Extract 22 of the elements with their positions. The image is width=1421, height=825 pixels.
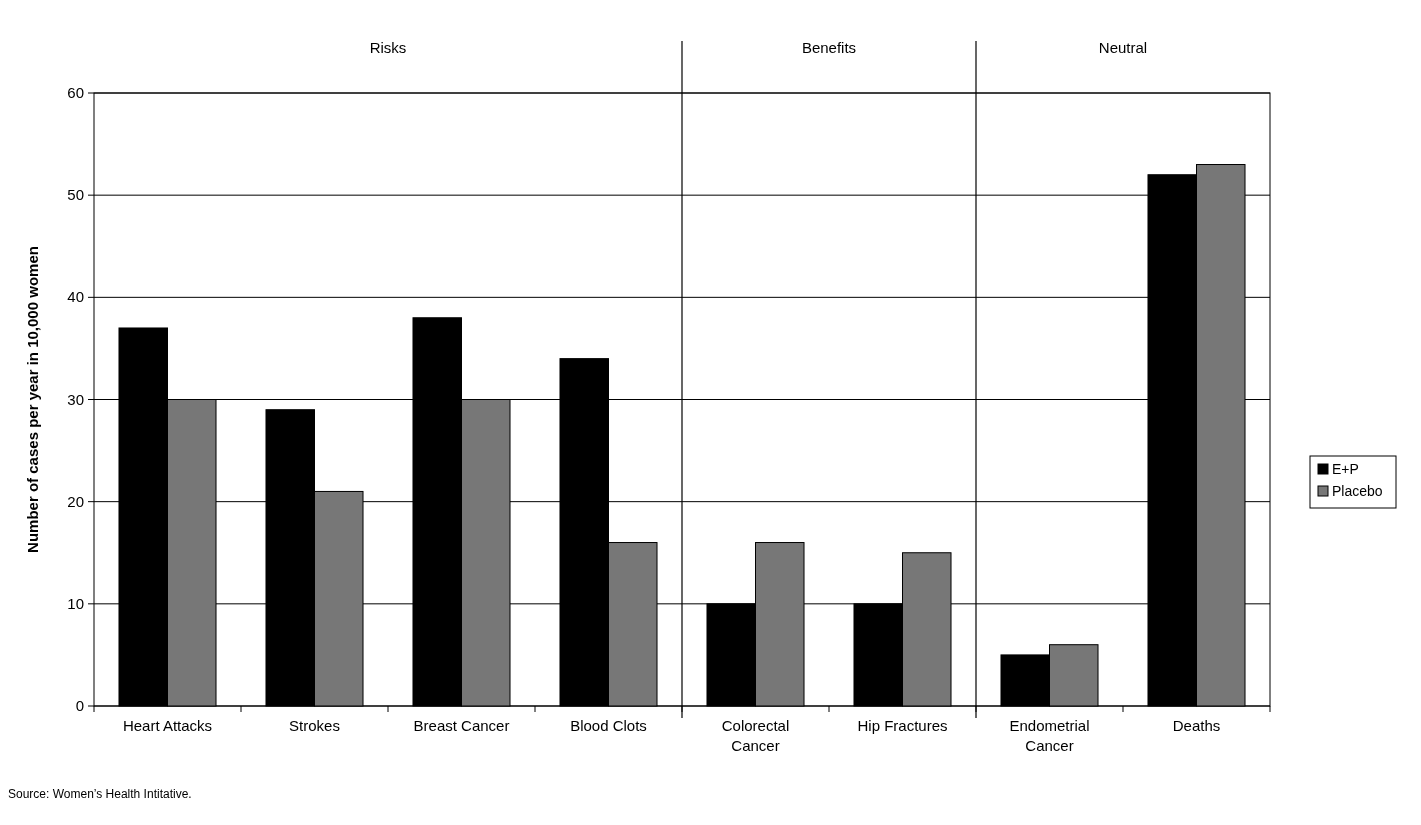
text: Risks xyxy=(369,39,407,56)
legend-label: Placebo xyxy=(1332,483,1383,499)
x-tick-label: Endometrial Cancer xyxy=(1009,717,1090,754)
y-axis-title: Number of cases per year in 10,000 women xyxy=(24,246,41,553)
x-tick-label: Deaths xyxy=(1172,717,1221,734)
x-tick-label: Colorectal Cancer xyxy=(721,717,790,754)
x-tick-label: Heart Attacks xyxy=(122,717,213,734)
x-tick-label: Breast Cancer xyxy=(413,717,510,734)
x-tick-label: Blood Clots xyxy=(570,717,647,734)
legend-label: E+P xyxy=(1332,461,1359,477)
y-tick-label: 50 xyxy=(67,186,84,204)
y-tick-label: 40 xyxy=(67,288,84,306)
text: Benefits xyxy=(801,39,857,56)
x-tick-label: Hip Fractures xyxy=(857,717,948,734)
source-note: Source: Women’s Health Intitative. xyxy=(8,787,192,801)
x-tick-label: Strokes xyxy=(289,717,340,734)
y-tick-label: 60 xyxy=(67,84,84,101)
y-tick-label: 10 xyxy=(67,594,84,612)
y-tick-label: 30 xyxy=(67,390,84,408)
text: Neutral xyxy=(1098,39,1148,56)
y-tick-label: 20 xyxy=(67,492,84,510)
y-tick-label: 0 xyxy=(75,697,84,714)
